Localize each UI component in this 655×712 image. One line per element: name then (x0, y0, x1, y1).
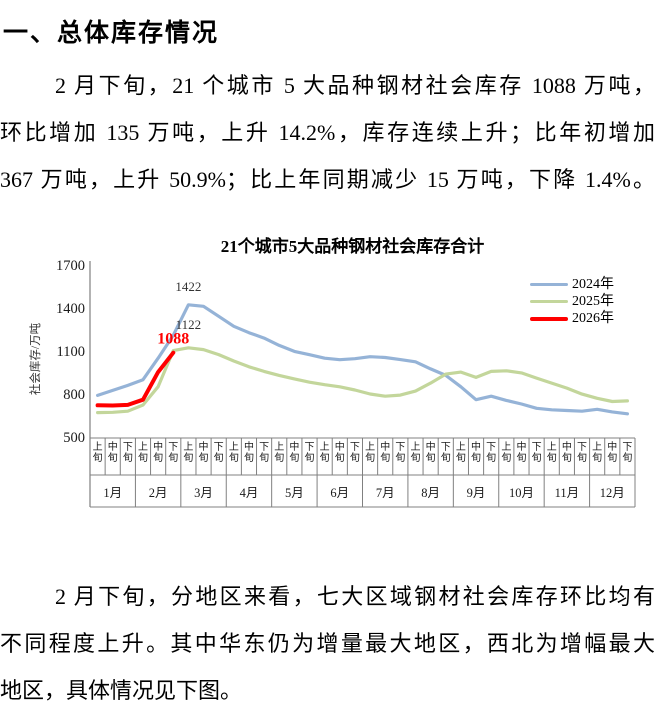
y-axis-title: 社会库存/万吨 (30, 322, 42, 396)
x-period-label: 下旬 (305, 442, 315, 464)
x-period-label: 上旬 (274, 441, 284, 464)
chart-legend: 2024年 2025年 2026年 (530, 276, 614, 327)
x-period-label: 下旬 (441, 442, 451, 464)
paragraph-line: 2 月下旬，分地区来看，七大区域钢材社会库存环比均有 (55, 584, 655, 609)
x-period-label: 上旬 (501, 441, 511, 464)
x-period-label: 上旬 (183, 441, 193, 464)
x-month-label: 9月 (467, 486, 486, 500)
x-period-label: 上旬 (138, 441, 148, 464)
x-period-label: 上旬 (592, 441, 602, 464)
legend-label-2026: 2026年 (572, 311, 614, 326)
legend-line-swatch-2025-icon (530, 300, 568, 303)
x-period-label: 中旬 (199, 440, 209, 464)
x-period-label: 中旬 (108, 440, 118, 464)
paragraph-line: 不同程度上升。其中华东仍为增量最大地区，西北为增幅最大 (0, 631, 655, 656)
paragraph-line: 2 月下旬，21 个城市 5 大品种钢材社会库存 1088 万吨， (55, 73, 655, 98)
section-heading: 一、总体库存情况 (3, 19, 220, 47)
x-period-label: 中旬 (516, 440, 526, 464)
x-month-label: 1月 (103, 486, 122, 500)
y-tick-label: 1400 (56, 301, 85, 317)
y-tick-label: 1700 (56, 258, 85, 274)
x-period-label: 下旬 (577, 442, 587, 464)
x-period-label: 中旬 (153, 440, 163, 464)
legend-item-2025: 2025年 (530, 293, 614, 310)
x-period-label: 中旬 (607, 440, 617, 464)
x-period-label: 上旬 (365, 441, 375, 464)
series-line-2025年 (95, 346, 630, 415)
x-period-label: 中旬 (289, 440, 299, 464)
paragraph-regional-summary: 2 月下旬，分地区来看，七大区域钢材社会库存环比均有 不同程度上升。其中华东仍为… (0, 573, 655, 712)
data-label: 1122 (176, 317, 202, 332)
x-period-label: 下旬 (214, 442, 224, 464)
chart-plot-area: 170014001100800500上旬中旬下旬上旬中旬下旬上旬中旬下旬上旬中旬… (56, 258, 636, 508)
x-period-label: 下旬 (168, 442, 178, 464)
x-month-label: 5月 (285, 486, 304, 500)
legend-label-2025: 2025年 (572, 294, 614, 309)
x-month-label: 8月 (421, 486, 440, 500)
legend-line-swatch-2026-icon (530, 316, 568, 321)
paragraph-line: 367 万吨，上升 50.9%；比上年同期减少 15 万吨，下降 1.4%。 (0, 167, 655, 192)
paragraph-line: 环比增加 135 万吨，上升 14.2%，库存连续上升；比年初增加 (0, 120, 655, 145)
x-period-label: 下旬 (259, 442, 269, 464)
paragraph-overall-inventory: 2 月下旬，21 个城市 5 大品种钢材社会库存 1088 万吨， 环比增加 1… (0, 62, 655, 203)
y-tick-label: 500 (63, 430, 85, 446)
x-period-label: 下旬 (486, 442, 496, 464)
x-period-label: 中旬 (562, 440, 572, 464)
x-period-label: 中旬 (380, 440, 390, 464)
x-month-label: 4月 (240, 486, 259, 500)
x-period-label: 中旬 (471, 440, 481, 464)
x-month-label: 3月 (194, 486, 213, 500)
legend-line-swatch-2024-icon (530, 283, 568, 286)
legend-item-2024: 2024年 (530, 276, 614, 293)
x-month-label: 11月 (555, 486, 580, 500)
x-period-label: 下旬 (622, 442, 632, 464)
x-period-label: 下旬 (532, 442, 542, 464)
data-label: 1422 (175, 279, 201, 294)
x-period-label: 上旬 (229, 441, 239, 464)
legend-item-2026: 2026年 (530, 310, 614, 327)
x-period-label: 上旬 (410, 441, 420, 464)
x-month-label: 7月 (376, 486, 395, 500)
x-period-label: 上旬 (93, 441, 103, 464)
series-line-2026年 (95, 350, 176, 408)
x-period-label: 中旬 (426, 440, 436, 464)
legend-label-2024: 2024年 (572, 277, 614, 292)
x-period-label: 下旬 (123, 442, 133, 464)
series-line-2024年 (95, 303, 630, 416)
chart-title: 21个城市5大品种钢材社会库存合计 (220, 237, 485, 256)
paragraph-line: 地区，具体情况见下图。 (0, 678, 243, 703)
x-period-label: 下旬 (395, 442, 405, 464)
x-month-label: 12月 (600, 486, 625, 500)
x-period-label: 中旬 (335, 440, 345, 464)
y-tick-label: 1100 (57, 344, 85, 360)
x-month-label: 10月 (509, 486, 534, 500)
y-tick-label: 800 (63, 387, 85, 403)
x-period-label: 下旬 (350, 442, 360, 464)
x-month-label: 2月 (149, 486, 168, 500)
x-period-label: 中旬 (244, 440, 254, 464)
x-month-label: 6月 (330, 486, 349, 500)
x-period-label: 上旬 (547, 441, 557, 464)
data-label: 1088 (157, 331, 189, 348)
x-period-label: 上旬 (320, 441, 330, 464)
x-period-label: 上旬 (456, 441, 466, 464)
inventory-line-chart: 21个城市5大品种钢材社会库存合计 1700 1400 1100 800 500 上旬 中旬… (0, 230, 655, 512)
